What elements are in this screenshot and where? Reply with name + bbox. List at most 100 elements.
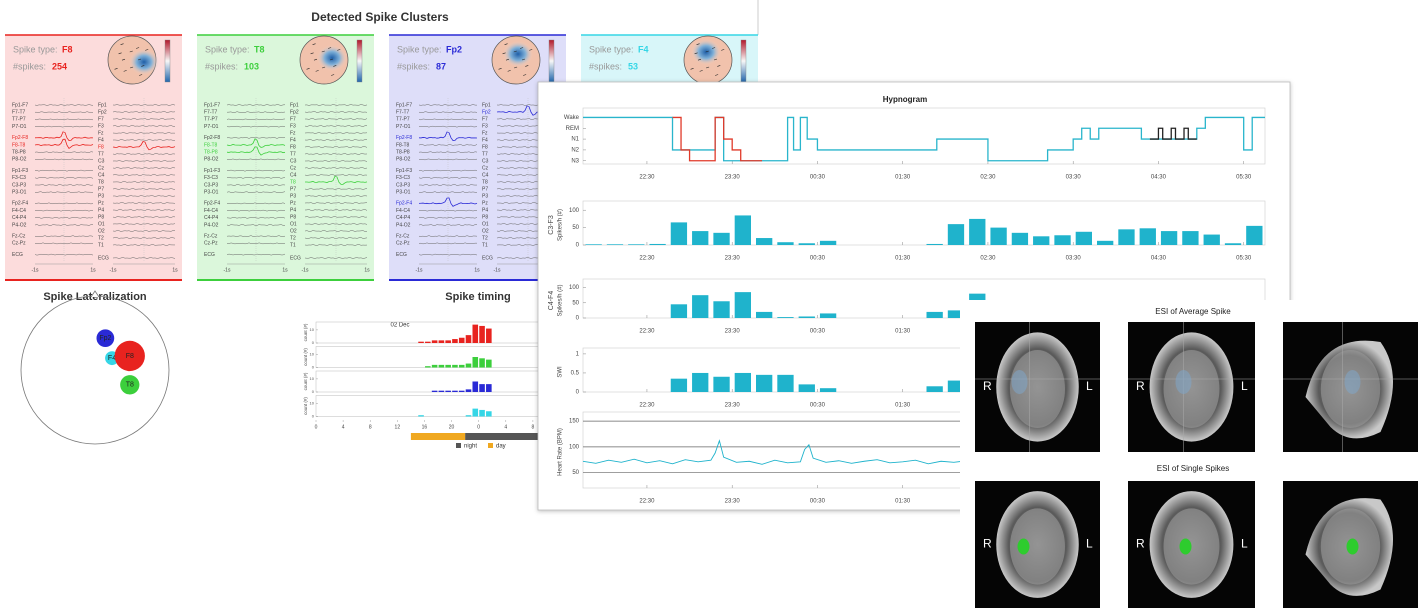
x-tick-label: 03:30 <box>1066 175 1082 181</box>
channel-label: P7 <box>98 186 104 192</box>
time-label: 1s <box>172 267 178 273</box>
y-axis-label: count (#) <box>303 397 308 415</box>
spike-bar <box>927 386 943 392</box>
channel-label: Fz <box>482 130 488 136</box>
channel-label: T1 <box>290 242 296 248</box>
channel-label: P8 <box>482 214 488 220</box>
bubble-label: T8 <box>126 382 134 389</box>
channel-label: T7 <box>290 151 296 157</box>
channel-label: F4-C4 <box>396 208 410 214</box>
panel-title: C4-F4 <box>548 291 555 311</box>
channel-label: T7-P7 <box>396 117 410 123</box>
timing-bar <box>445 340 451 343</box>
timing-bar <box>459 365 465 368</box>
y-axis-label: count (#) <box>303 372 308 390</box>
y-tick-label: 50 <box>572 225 579 231</box>
spike-bar <box>607 244 623 245</box>
spike-count: 53 <box>628 61 638 71</box>
channel-label: P3-O1 <box>12 190 27 196</box>
colorbar <box>549 40 554 82</box>
timing-bar <box>452 365 458 368</box>
type-label: Spike type: <box>397 44 442 54</box>
timing-bar <box>459 338 465 343</box>
legend-swatch <box>456 443 461 448</box>
channel-label: F8 <box>482 144 488 150</box>
timing-bar <box>452 339 458 343</box>
channel-label: F3-C3 <box>396 175 410 181</box>
channel-label: P3 <box>482 193 488 199</box>
spike-count: 87 <box>436 61 446 71</box>
spike-bar <box>1225 243 1241 245</box>
channel-label: P8-O2 <box>204 157 219 163</box>
topomap-focus <box>503 41 533 67</box>
time-label: -1s <box>302 267 309 273</box>
timing-bar <box>439 340 445 343</box>
spike-bar <box>1012 233 1028 245</box>
y-tick-label: 0 <box>312 365 315 370</box>
channel-label: F7 <box>98 116 104 122</box>
channel-label: T2 <box>98 235 104 241</box>
channel-label: C3-P3 <box>396 182 410 188</box>
channel-label: C4 <box>98 172 105 178</box>
channel-label: F3-C3 <box>12 175 26 181</box>
channel-label: C4-P4 <box>12 215 26 221</box>
side-label: R <box>983 537 992 551</box>
spike-bar <box>713 301 729 318</box>
channel-label: Fz-Cz <box>204 234 218 240</box>
period-bar <box>465 433 546 440</box>
y-axis-label: count (#) <box>303 348 308 366</box>
time-label: -1s <box>110 267 117 273</box>
channel-label: C3 <box>290 158 297 164</box>
esi-source <box>1018 539 1030 555</box>
cluster-card: Spike type:F8#spikes:254Fp1-F7F7-T7T7-P7… <box>5 35 182 280</box>
chart-title: Spike timing <box>445 291 510 303</box>
spike-bar <box>927 312 943 318</box>
channel-label: O2 <box>482 228 489 234</box>
x-tick-label: 00:30 <box>810 175 826 181</box>
channel-label: P3 <box>290 193 296 199</box>
channel-label: P3-O1 <box>396 190 411 196</box>
x-tick-label: 16 <box>422 424 428 430</box>
channel-label: P8-O2 <box>396 157 411 163</box>
x-tick-label: 8 <box>531 424 534 430</box>
spike-bar <box>1204 235 1220 245</box>
time-label: -1s <box>224 267 231 273</box>
y-tick-label: N1 <box>571 137 579 143</box>
spike-bar <box>713 377 729 392</box>
esi-source <box>1012 370 1028 394</box>
spike-type: Fp2 <box>446 44 462 54</box>
y-tick-label: N3 <box>571 158 579 164</box>
channel-label: P3-O1 <box>204 190 219 196</box>
x-tick-label: 23:30 <box>725 256 741 262</box>
spike-bar <box>799 316 815 318</box>
channel-label: C4-P4 <box>204 215 218 221</box>
spike-bar <box>1097 241 1113 245</box>
y-tick-label: 10 <box>310 376 315 381</box>
type-label: Spike type: <box>205 44 250 54</box>
spike-bar <box>671 304 687 318</box>
timing-bar <box>479 358 485 367</box>
channel-label: Fp1-F3 <box>12 168 28 174</box>
channel-label: F3-C3 <box>204 175 218 181</box>
y-tick-label: 100 <box>569 285 580 291</box>
channel-label: Fp1-F7 <box>396 102 412 108</box>
x-tick-label: 01:30 <box>895 175 911 181</box>
channel-label: P4-O2 <box>204 222 219 228</box>
x-tick-label: 22:30 <box>639 499 655 505</box>
time-label: 1s <box>90 267 96 273</box>
time-label: 1s <box>474 267 480 273</box>
channel-label: F3 <box>482 123 488 129</box>
channel-label: T8-P8 <box>12 150 26 156</box>
x-tick-label: 23:30 <box>725 499 741 505</box>
y-axis-label: Spikes/h (#) <box>558 209 564 241</box>
channel-label: O2 <box>290 228 297 234</box>
channel-label: F8 <box>290 144 296 150</box>
spike-bar <box>948 224 964 245</box>
x-tick-label: 23:30 <box>725 329 741 335</box>
channel-label: O1 <box>482 221 489 227</box>
channel-label: P3 <box>98 193 104 199</box>
time-label: -1s <box>32 267 39 273</box>
y-tick-label: 100 <box>569 444 580 450</box>
channel-label: P4 <box>290 207 296 213</box>
channel-label: Fp1-F7 <box>12 102 28 108</box>
